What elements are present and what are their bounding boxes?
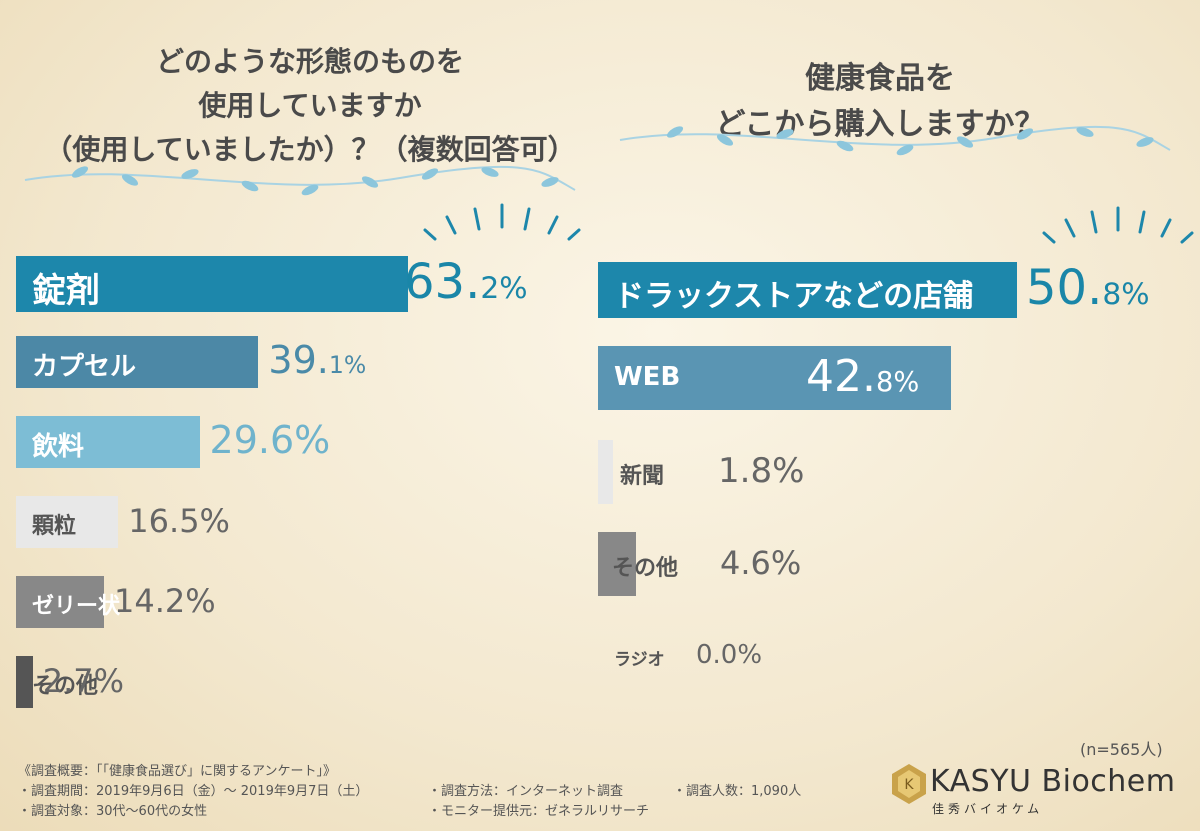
value-label-0-4: 14.2%: [114, 582, 216, 620]
value-label-1-1: 42.8%: [806, 351, 919, 402]
footer-survey-period: ・調査期間：2019年9月6日（金）〜 2019年9月7日（土）: [18, 784, 369, 799]
svg-text:K: K: [904, 777, 914, 793]
bar-1-2: [598, 440, 613, 504]
right-vine-decoration: [619, 125, 1171, 156]
logo-subtitle: 佳秀バイオケム: [932, 802, 1044, 816]
bar-0-3: [16, 496, 119, 548]
left-highlight-burst: [423, 203, 581, 241]
bar-1-0: [598, 262, 1018, 318]
value-label-main-1-4: 0.0%: [696, 639, 763, 670]
left-vine-decoration: [24, 165, 576, 196]
value-label-1-4: 0.0%: [696, 640, 762, 670]
value-label-main-0-1: 39.: [268, 338, 329, 383]
bar-label-0-4: ゼリー状: [32, 594, 121, 620]
footer-monitor-source: ・モニター提供元：ゼネラルリサーチ: [428, 804, 650, 819]
value-label-0-3: 16.5%: [128, 502, 230, 540]
value-label-decimal-1-1: 8%: [875, 366, 920, 398]
bar-label-0-2: 飲料: [32, 431, 85, 462]
value-label-1-3: 4.6%: [720, 544, 801, 582]
bar-0-5: [16, 656, 33, 708]
value-label-0-5: 2.7%: [43, 662, 124, 700]
bar-label-1-4: ラジオ: [614, 650, 665, 671]
value-label-0-2: 29.6%: [210, 418, 331, 462]
value-label-1-2: 1.8%: [718, 451, 804, 491]
left-title-line-2: 使用していますか: [198, 89, 422, 122]
survey-footer: 《調査概要：「「健康食品選び」に関するアンケート」》 ・調査期間：2019年9月…: [18, 762, 878, 822]
bar-1-1: [598, 346, 952, 410]
left-title-line-3: （使用していましたか）？（複数回答可）: [44, 133, 576, 166]
bar-label-0-3: 顆粒: [32, 514, 77, 540]
value-label-main-1-1: 42.: [806, 350, 876, 402]
sample-size-note: (n=565人): [1080, 740, 1163, 759]
right-title-line-2: どこから購入しますか？: [715, 107, 1045, 142]
bar-0-2: [16, 416, 200, 468]
right-chart-title: 健康食品を どこから購入しますか？: [650, 56, 1110, 148]
logo-name: KASYU Biochem: [930, 764, 1176, 799]
logo-mark-icon: K: [892, 764, 926, 804]
bar-label-0-1: カプセル: [32, 351, 137, 382]
right-highlight-burst: [1042, 206, 1194, 244]
value-label-main-0-5: 2.7%: [42, 662, 125, 701]
footer-survey-method: ・調査方法：インターネット調査: [428, 784, 624, 799]
footer-survey-target: ・調査対象：30代〜60代の女性: [18, 804, 208, 819]
bar-0-4: [16, 576, 105, 628]
value-label-0-0: 63.2%: [404, 254, 528, 310]
value-label-main-1-3: 4.6%: [720, 544, 802, 583]
value-label-0-1: 39.1%: [268, 338, 366, 382]
value-label-main-1-2: 1.8%: [718, 450, 805, 491]
bar-label-1-3: その他: [612, 556, 679, 582]
footer-survey-name: 《調査概要：「「健康食品選び」に関するアンケート」》: [18, 764, 336, 779]
bar-label-1-2: 新聞: [620, 464, 665, 490]
bar-label-1-0: ドラックストアなどの店舗: [614, 279, 974, 315]
bar-label-0-0: 錠剤: [32, 270, 100, 311]
value-label-main-0-0: 63.: [404, 254, 481, 311]
kasyu-biochem-logo: K KASYU Biochem 佳秀バイオケム: [892, 760, 1192, 820]
value-label-main-1-0: 50.: [1026, 260, 1103, 317]
right-title-line-1: 健康食品を: [805, 61, 955, 96]
value-label-main-0-2: 29.6%: [209, 418, 331, 463]
bar-0-0: [16, 256, 408, 312]
value-label-decimal-0-0: 2%: [480, 271, 528, 307]
left-chart-title: どのような形態のものを 使用していますか （使用していましたか）？（複数回答可）: [40, 40, 580, 172]
left-title-line-1: どのような形態のものを: [155, 45, 464, 78]
value-label-1-0: 50.8%: [1026, 260, 1150, 316]
value-label-main-0-4: 14.2%: [114, 582, 216, 621]
bar-label-0-5: その他: [32, 674, 99, 700]
value-label-main-0-3: 16.5%: [128, 502, 230, 541]
bar-0-1: [16, 336, 259, 388]
bar-1-3: [598, 532, 636, 596]
value-label-decimal-0-1: 1%: [328, 351, 367, 380]
value-label-decimal-1-0: 8%: [1102, 277, 1150, 313]
footer-survey-count: ・調査人数：1,090人: [673, 784, 802, 799]
bar-label-1-1: WEB: [614, 361, 681, 392]
